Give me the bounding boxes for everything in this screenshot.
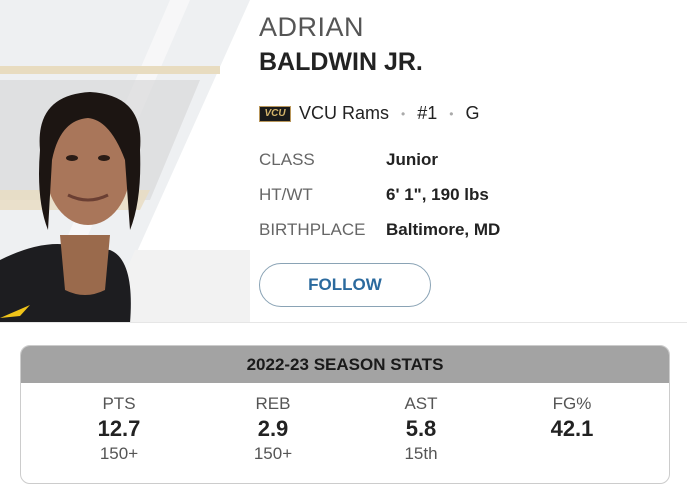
- stat-label: FG%: [552, 394, 592, 413]
- stat-fg-pct: FG% 42.1: [512, 394, 632, 444]
- bio-label: CLASS: [259, 150, 315, 169]
- stat-rank: 150+: [99, 444, 139, 463]
- stat-label: PTS: [102, 394, 136, 413]
- team-info: VCU VCU Rams • #1 • G: [259, 103, 479, 124]
- bio-label: HT/WT: [259, 185, 313, 204]
- bio-label: BIRTHPLACE: [259, 220, 366, 239]
- stat-pts: PTS 12.7 150+: [59, 394, 179, 464]
- stat-rank: 150+: [253, 444, 293, 463]
- separator-dot: •: [449, 106, 454, 121]
- player-position: G: [465, 103, 480, 123]
- jersey-number: #1: [417, 103, 438, 123]
- vcu-logo-icon: VCU: [259, 105, 291, 122]
- bio-row-class: CLASS Junior: [259, 150, 438, 170]
- stat-ast: AST 5.8 15th: [361, 394, 481, 464]
- season-stats-card: 2022-23 SEASON STATS PTS 12.7 150+ REB 2…: [20, 345, 670, 484]
- bio-value: 6' 1", 190 lbs: [386, 185, 489, 204]
- stat-value: 2.9: [257, 416, 289, 441]
- bio-row-height-weight: HT/WT 6' 1", 190 lbs: [259, 185, 489, 205]
- stat-label: REB: [255, 394, 291, 413]
- bio-value: Junior: [386, 150, 438, 169]
- stat-rank: 15th: [404, 444, 438, 463]
- season-stats-title: 2022-23 SEASON STATS: [21, 346, 669, 383]
- player-header: ADRIAN BALDWIN JR. VCU VCU Rams • #1 • G…: [0, 0, 500, 323]
- stat-value: 42.1: [550, 416, 594, 441]
- team-name[interactable]: VCU Rams: [299, 103, 390, 123]
- player-first-name: ADRIAN: [259, 12, 365, 42]
- stat-reb: REB 2.9 150+: [213, 394, 333, 464]
- stat-value: 5.8: [405, 416, 437, 441]
- separator-dot: •: [401, 106, 406, 121]
- player-last-name: BALDWIN JR.: [259, 48, 423, 76]
- follow-button[interactable]: FOLLOW: [259, 263, 431, 307]
- stat-value: 12.7: [97, 416, 141, 441]
- stat-label: AST: [404, 394, 438, 413]
- bio-row-birthplace: BIRTHPLACE Baltimore, MD: [259, 220, 500, 240]
- player-photo: [0, 0, 250, 323]
- divider: [0, 322, 687, 323]
- bio-value: Baltimore, MD: [386, 220, 501, 239]
